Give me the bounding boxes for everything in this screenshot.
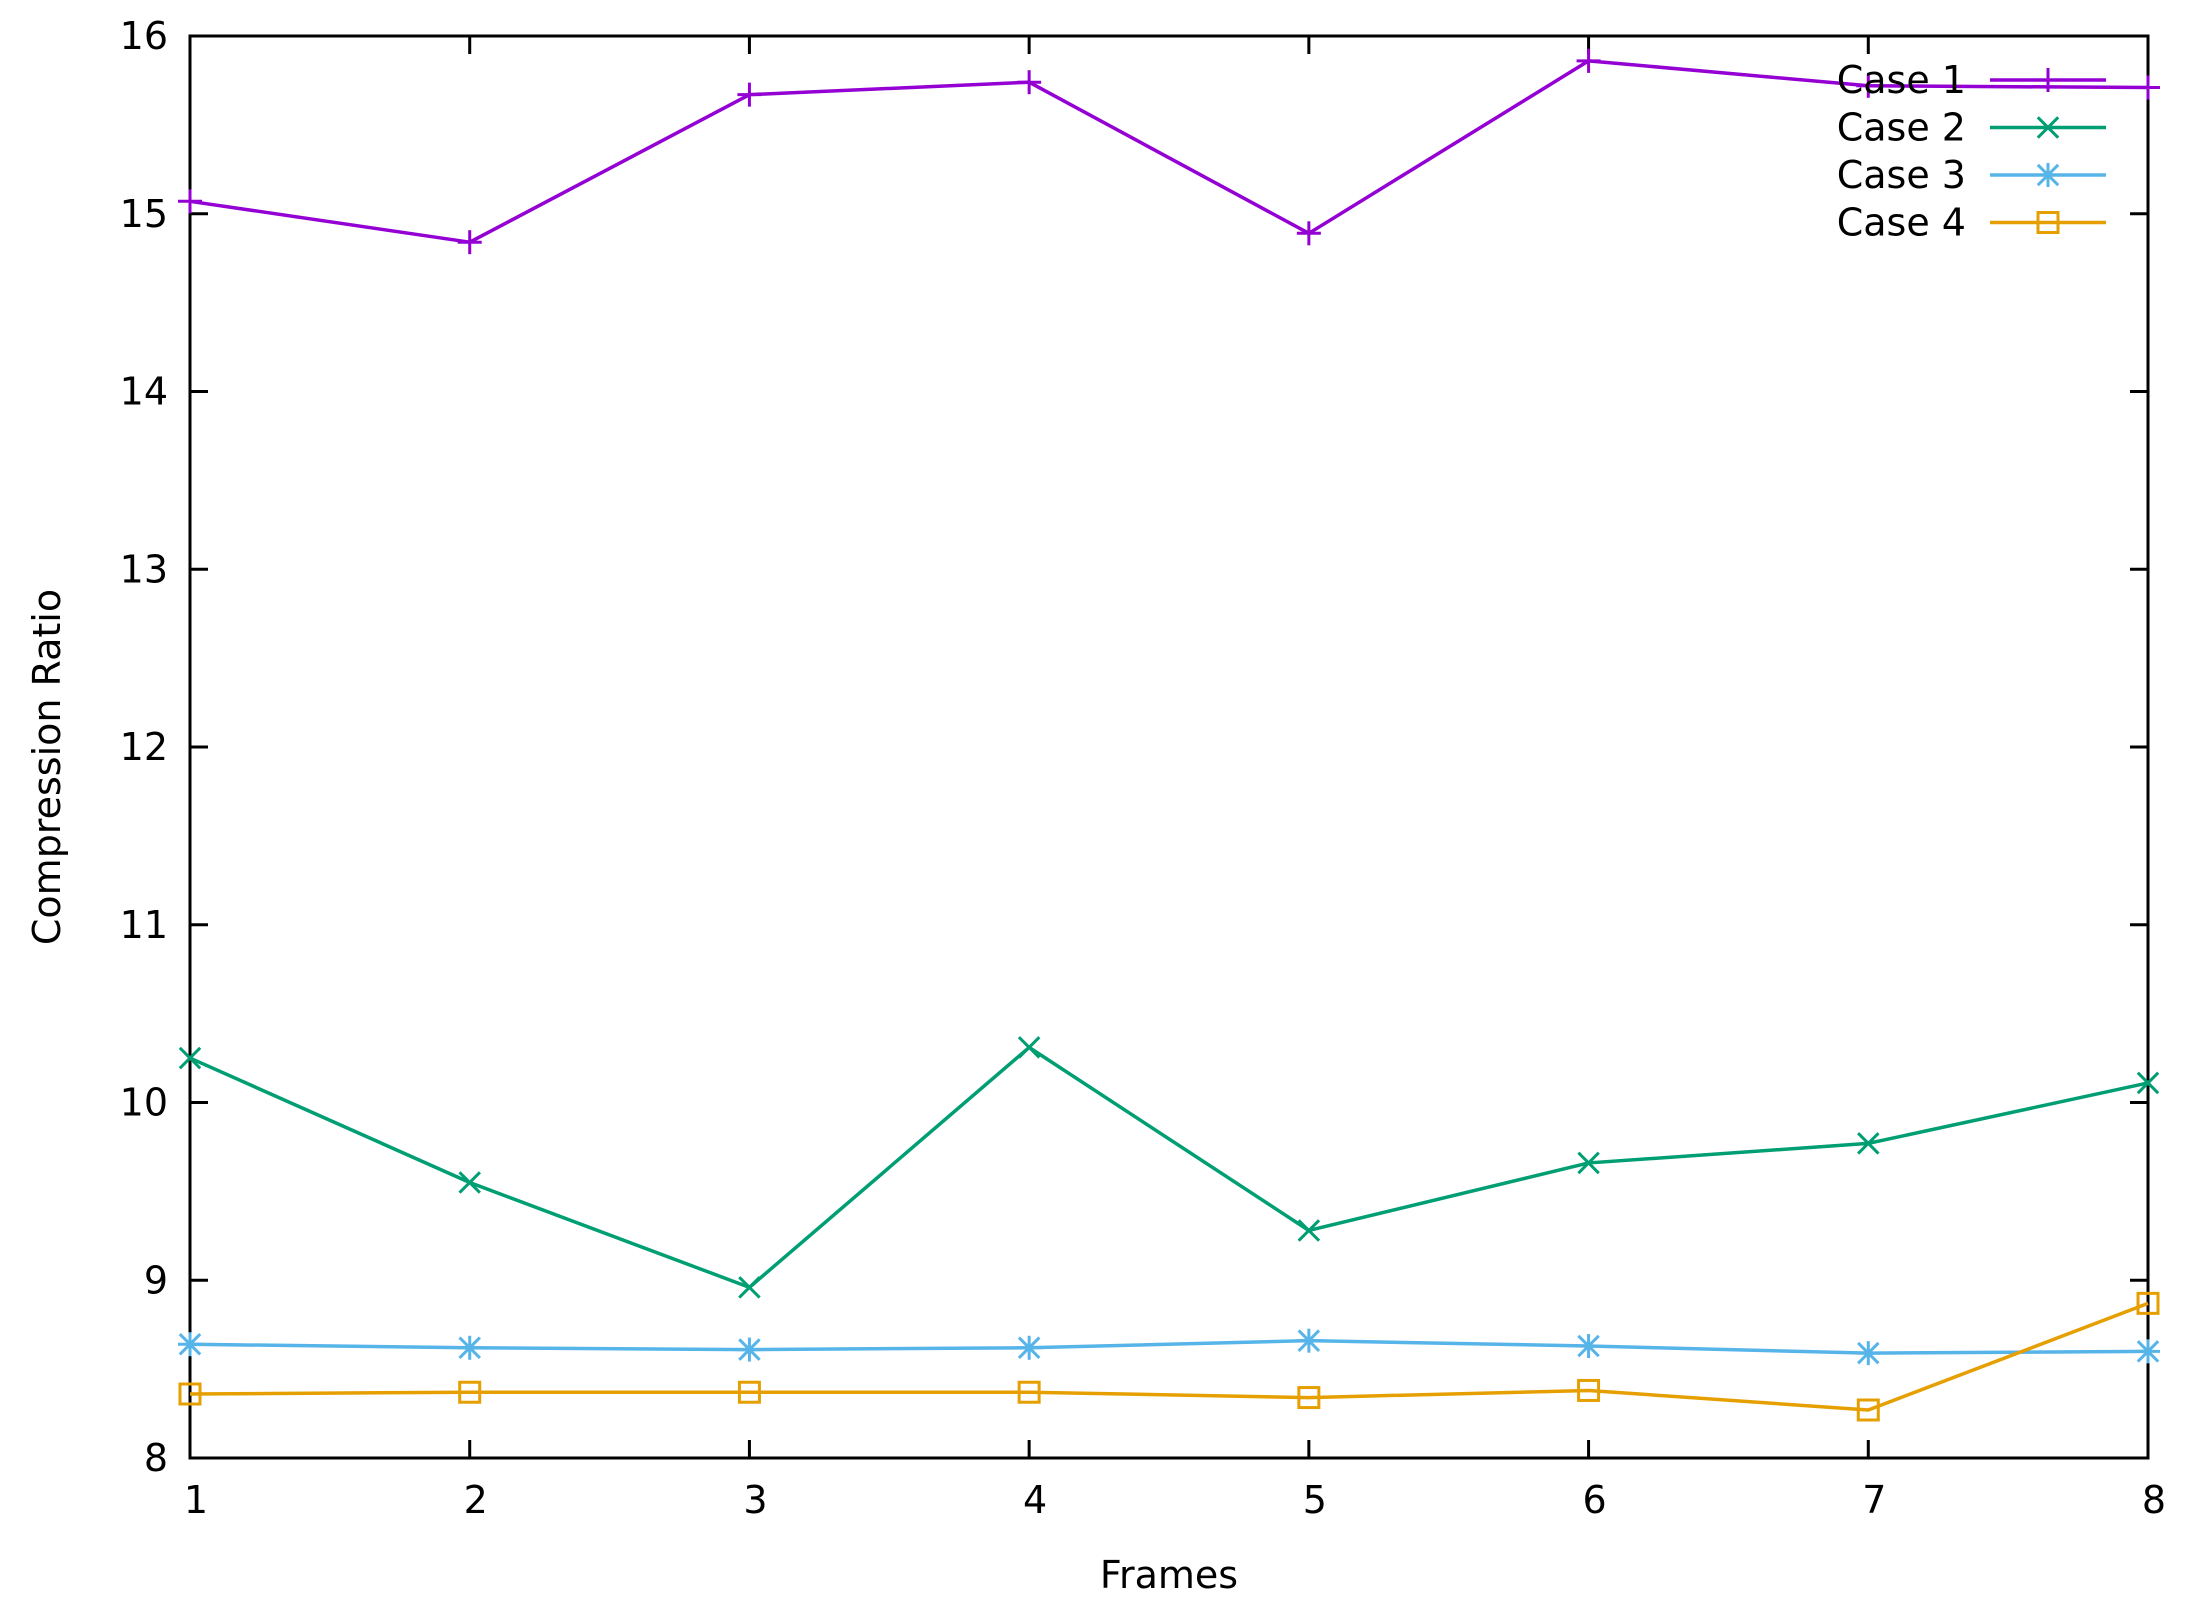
data-point — [737, 1380, 761, 1404]
data-point — [1576, 48, 1601, 73]
x-tick-label: 7 — [1862, 1478, 1886, 1522]
x-axis-title: Frames — [1100, 1553, 1238, 1597]
data-point — [1017, 1036, 1041, 1059]
data-point — [2136, 1291, 2160, 1315]
x-tick-label: 4 — [1023, 1478, 1047, 1522]
legend-label: Case 3 — [1837, 153, 1966, 197]
legend-marker — [2036, 116, 2060, 139]
data-point — [1296, 1328, 1321, 1353]
data-point — [458, 1171, 481, 1194]
y-tick-label: 8 — [144, 1436, 168, 1480]
series-line — [189, 59, 2149, 244]
y-tick-label: 12 — [120, 725, 168, 769]
legend-item: Case 2 — [1837, 106, 2106, 150]
x-tick-label: 5 — [1303, 1478, 1327, 1522]
data-point — [457, 230, 482, 255]
y-tick-label: 10 — [120, 1081, 168, 1125]
data-point — [178, 1046, 202, 1070]
data-point — [738, 1276, 761, 1299]
y-tick-label: 14 — [120, 370, 168, 414]
y-tick-label: 16 — [120, 14, 168, 58]
y-tick-label: 11 — [120, 903, 168, 947]
legend-label: Case 2 — [1837, 106, 1966, 150]
x-tick-label: 3 — [743, 1478, 767, 1522]
plot-frame — [188, 34, 2150, 1460]
series-layer — [178, 48, 2160, 1422]
y-tick-label: 15 — [120, 192, 168, 236]
data-point — [1577, 1151, 1600, 1175]
legend-label: Case 1 — [1837, 58, 1966, 102]
x-tick-label: 1 — [184, 1478, 208, 1522]
series-line — [189, 1045, 2149, 1290]
data-point — [178, 1382, 202, 1406]
data-point — [178, 1332, 202, 1357]
data-point — [737, 82, 762, 107]
data-point — [1856, 1398, 1880, 1422]
y-tick-label: 9 — [144, 1258, 168, 1302]
data-point — [1857, 1132, 1880, 1155]
data-point — [1017, 1335, 1042, 1360]
x-tick-label: 8 — [2142, 1478, 2166, 1522]
legend-marker — [2036, 163, 2060, 187]
y-tick-label: 13 — [120, 547, 168, 591]
x-tick-label: 2 — [464, 1478, 488, 1522]
data-point — [1856, 1341, 1881, 1366]
legend-item: Case 3 — [1837, 153, 2106, 197]
data-point — [1296, 221, 1321, 246]
data-point — [2136, 1071, 2160, 1095]
data-point — [1577, 1378, 1601, 1402]
legend-item: Case 1 — [1837, 58, 2106, 102]
legend-marker — [2036, 211, 2060, 234]
legend-label: Case 4 — [1837, 201, 1966, 245]
series-line — [189, 1301, 2149, 1412]
data-point — [1856, 73, 1881, 98]
data-point — [1297, 1386, 1321, 1410]
data-point — [2136, 1339, 2160, 1364]
data-point — [1297, 1219, 1321, 1242]
series-3 — [178, 1328, 2160, 1366]
legend-item: Case 4 — [1837, 201, 2106, 245]
legend-marker — [2036, 68, 2060, 92]
data-point — [1576, 1334, 1601, 1359]
data-point — [1017, 70, 1042, 95]
data-point — [737, 1337, 762, 1362]
series-2 — [178, 1036, 2160, 1299]
data-point — [178, 189, 202, 214]
data-point — [458, 1380, 482, 1404]
data-point — [1017, 1380, 1041, 1404]
y-axis-title: Compression Ratio — [25, 589, 69, 945]
series-line — [189, 1338, 2149, 1355]
x-tick-label: 6 — [1582, 1478, 1606, 1522]
data-point — [2136, 75, 2160, 100]
series-4 — [178, 1291, 2160, 1422]
series-1 — [178, 48, 2160, 255]
data-point — [457, 1335, 482, 1360]
